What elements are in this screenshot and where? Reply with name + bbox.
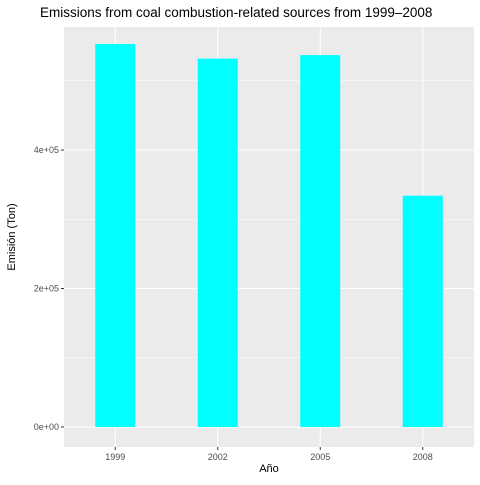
x-tick-label-1999: 1999 (105, 452, 125, 462)
y-tick-label-0: 0e+00 (34, 422, 59, 432)
x-axis-title: Año (259, 463, 279, 475)
x-tick-label-2002: 2002 (208, 452, 228, 462)
axes: 0e+00 2e+05 4e+05 1999 2002 2005 2008 (34, 145, 433, 462)
bar-2005 (300, 55, 341, 427)
x-tick-label-2008: 2008 (413, 452, 433, 462)
bars (95, 44, 443, 428)
x-tick-label-2005: 2005 (310, 452, 330, 462)
y-axis-title: Emisión (Ton) (6, 203, 18, 270)
bar-1999 (95, 44, 136, 428)
bar-2008 (402, 195, 443, 427)
chart-title: Emissions from coal combustion-related s… (40, 5, 432, 20)
y-tick-label-2: 4e+05 (34, 145, 59, 155)
y-tick-label-1: 2e+05 (34, 284, 59, 294)
bar-2002 (197, 58, 238, 428)
